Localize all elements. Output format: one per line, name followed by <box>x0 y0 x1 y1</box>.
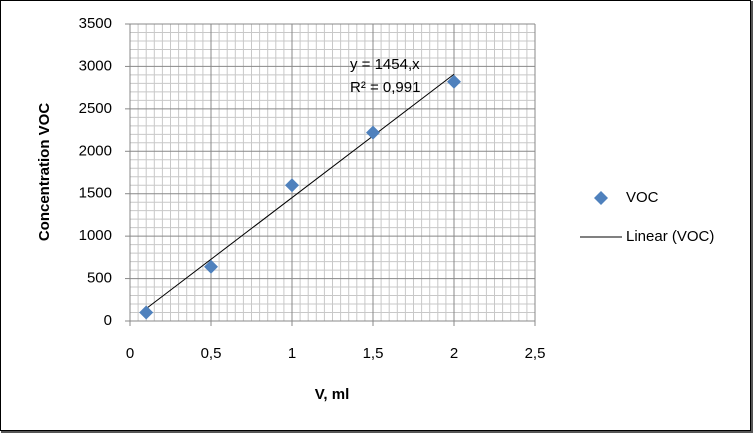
x-tick-label: 1 <box>288 345 296 362</box>
legend-marker <box>594 191 608 205</box>
x-tick-label: 0,5 <box>201 345 222 362</box>
data-point <box>285 178 299 193</box>
y-tick-label: 1500 <box>79 185 112 202</box>
y-tick-label: 2000 <box>79 142 112 159</box>
data-point <box>447 74 461 89</box>
data-point <box>204 259 218 274</box>
x-tick-label: 2,5 <box>525 345 546 362</box>
legend-label: Linear (VOC) <box>626 228 714 245</box>
y-tick-label: 0 <box>104 312 112 329</box>
x-axis-title: V, ml <box>315 386 349 403</box>
y-axis-title: Concentration VOC <box>36 103 53 242</box>
plot <box>139 73 461 320</box>
y-tick-label: 2500 <box>79 100 112 117</box>
y-tick-label: 1000 <box>79 227 112 244</box>
x-tick-label: 1,5 <box>363 345 384 362</box>
trendline-r-squared: R² = 0,991 <box>350 79 420 96</box>
grid <box>125 23 536 326</box>
legend-label: VOC <box>626 189 659 206</box>
y-tick-label: 3500 <box>79 15 112 32</box>
y-tick-label: 3000 <box>79 57 112 74</box>
trendline-equation: y = 1454,x <box>350 56 420 73</box>
trendline <box>145 73 455 310</box>
y-tick-label: 500 <box>87 270 112 287</box>
x-tick-label: 2 <box>450 345 458 362</box>
data-point <box>139 305 154 320</box>
data-point <box>366 125 380 140</box>
x-tick-label: 0 <box>126 345 134 362</box>
